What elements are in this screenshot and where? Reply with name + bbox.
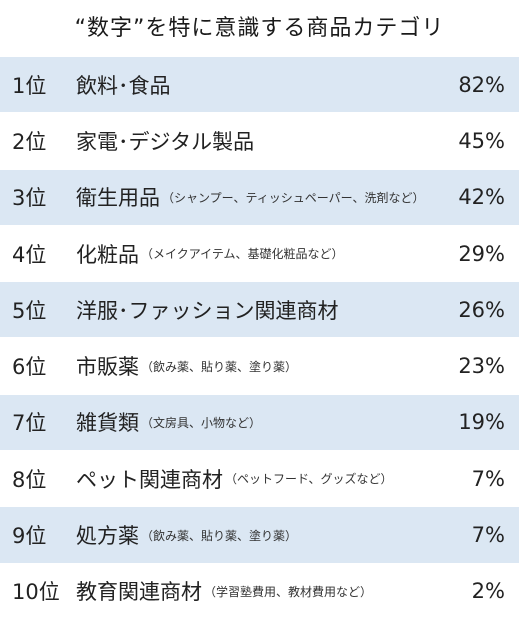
category-name: ペット関連商材 [76,467,223,492]
rank-label: 6位 [12,355,47,380]
rank-label: 9位 [12,524,47,549]
category-label: 衛生用品 （シャンプー、ティッシュペーパー、洗剤など） [76,170,425,225]
ranking-row: 2位 家電･デジタル製品 45% [0,113,519,170]
percentage-value: 7% [471,523,505,548]
ranking-row: 5位 洋服･ファッション関連商材 26% [0,282,519,339]
percentage-value: 26% [458,297,505,322]
category-label: 市販薬 （飲み薬、貼り薬、塗り薬） [76,338,297,393]
category-note: （学習塾費用、教材費用など） [204,584,373,599]
ranking-row: 10位 教育関連商材 （学習塾費用、教材費用など） 2% [0,563,519,620]
category-label: ペット関連商材 （ペットフード、グッズなど） [76,451,393,506]
percentage-value: 45% [458,128,505,153]
category-name: 飲料･食品 [76,73,171,98]
category-label: 洋服･ファッション関連商材 [76,282,339,337]
category-name: 洋服･ファッション関連商材 [76,298,339,323]
category-label: 教育関連商材 （学習塾費用、教材費用など） [76,564,372,619]
ranking-table: 1位 飲料･食品 82% 2位 家電･デジタル製品 45% 3位 衛生用品 （シャンプー、ティッ… [0,57,519,620]
category-name: 衛生用品 [76,186,160,211]
category-note: （メイクアイテム、基礎化粧品など） [141,247,344,262]
percentage-value: 29% [458,241,505,266]
rank-label: 1位 [12,73,47,98]
category-note: （ペットフード、グッズなど） [225,472,393,487]
percentage-value: 82% [458,72,505,97]
category-name: 処方薬 [76,524,139,549]
rank-label: 3位 [12,186,47,211]
category-label: 化粧品 （メイクアイテム、基礎化粧品など） [76,226,344,281]
category-label: 処方薬 （飲み薬、貼り薬、塗り薬） [76,507,297,562]
percentage-value: 23% [458,354,505,379]
category-note: （飲み薬、貼り薬、塗り薬） [141,359,298,374]
category-name: 市販薬 [76,355,139,380]
rank-label: 5位 [12,298,47,323]
rank-label: 4位 [12,242,47,267]
category-label: 雑貨類 （文房具、小物など） [76,395,261,450]
category-name: 家電･デジタル製品 [76,129,255,154]
ranking-row: 8位 ペット関連商材 （ペットフード、グッズなど） 7% [0,451,519,508]
percentage-value: 7% [471,466,505,491]
rank-label: 2位 [12,129,47,154]
ranking-row: 6位 市販薬 （飲み薬、貼り薬、塗り薬） 23% [0,338,519,395]
rank-label: 10位 [12,580,60,605]
category-note: （飲み薬、貼り薬、塗り薬） [141,528,298,543]
ranking-row: 4位 化粧品 （メイクアイテム、基礎化粧品など） 29% [0,225,519,283]
category-note: （文房具、小物など） [141,415,262,430]
percentage-value: 42% [458,185,505,210]
category-name: 雑貨類 [76,411,139,436]
percentage-value: 2% [471,579,505,604]
category-label: 飲料･食品 [76,57,171,112]
rank-label: 8位 [12,467,47,492]
ranking-row: 1位 飲料･食品 82% [0,57,519,114]
category-label: 家電･デジタル製品 [76,113,254,168]
ranking-row: 7位 雑貨類 （文房具、小物など） 19% [0,394,519,452]
ranking-row: 3位 衛生用品 （シャンプー、ティッシュペーパー、洗剤など） 42% [0,169,519,226]
category-note: （シャンプー、ティッシュペーパー、洗剤など） [162,190,425,205]
rank-label: 7位 [12,411,47,436]
chart-title: “数字”を特に意識する商品カテゴリ [74,16,445,41]
ranking-row: 9位 処方薬 （飲み薬、貼り薬、塗り薬） 7% [0,507,519,564]
category-name: 教育関連商材 [76,580,202,605]
percentage-value: 19% [458,410,505,435]
category-name: 化粧品 [76,242,139,267]
